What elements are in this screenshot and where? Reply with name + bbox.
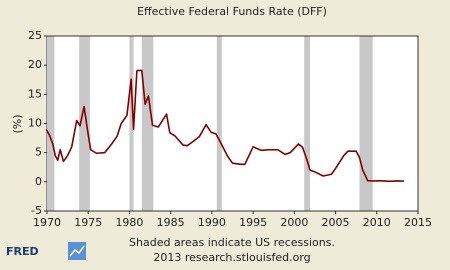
x-tick-label: 1980 [115, 216, 143, 229]
y-tick-label: 15 [28, 87, 42, 100]
y-tick-label: 5 [35, 146, 42, 159]
logo-icon-line [69, 245, 85, 257]
y-tick-label: -5 [31, 204, 42, 217]
x-tick-label: 2015 [404, 216, 432, 229]
recession-band [47, 36, 55, 211]
logo-text: FRED [6, 245, 39, 258]
recession-band [359, 36, 373, 211]
y-tick-label: 25 [28, 29, 42, 42]
y-tick-label: 20 [28, 58, 42, 71]
recession-band [304, 36, 310, 211]
y-axis-label: (%) [11, 114, 24, 133]
x-tick-label: 2010 [363, 216, 391, 229]
y-tick-label: 10 [28, 117, 42, 130]
data-line [45, 69, 405, 183]
recession-band [141, 36, 154, 211]
logo: FRED [6, 242, 86, 260]
recession-band [216, 36, 222, 211]
x-tick-label: 1990 [198, 216, 226, 229]
x-tick-label: 2000 [280, 216, 308, 229]
x-tick-label: 1975 [74, 216, 102, 229]
chart-title: Effective Federal Funds Rate (DFF) [137, 5, 327, 18]
x-tick-label: 1995 [239, 216, 267, 229]
x-tick-label: 1985 [157, 216, 185, 229]
footnote: 2013 research.stlouisfed.org [153, 251, 310, 264]
recession-band [129, 36, 134, 211]
recession-band [79, 36, 90, 211]
footnote: Shaded areas indicate US recessions. [129, 236, 335, 249]
x-tick-label: 1970 [33, 216, 61, 229]
y-tick-label: 0 [35, 175, 42, 188]
plot-area [46, 35, 419, 212]
x-tick-label: 2005 [322, 216, 350, 229]
